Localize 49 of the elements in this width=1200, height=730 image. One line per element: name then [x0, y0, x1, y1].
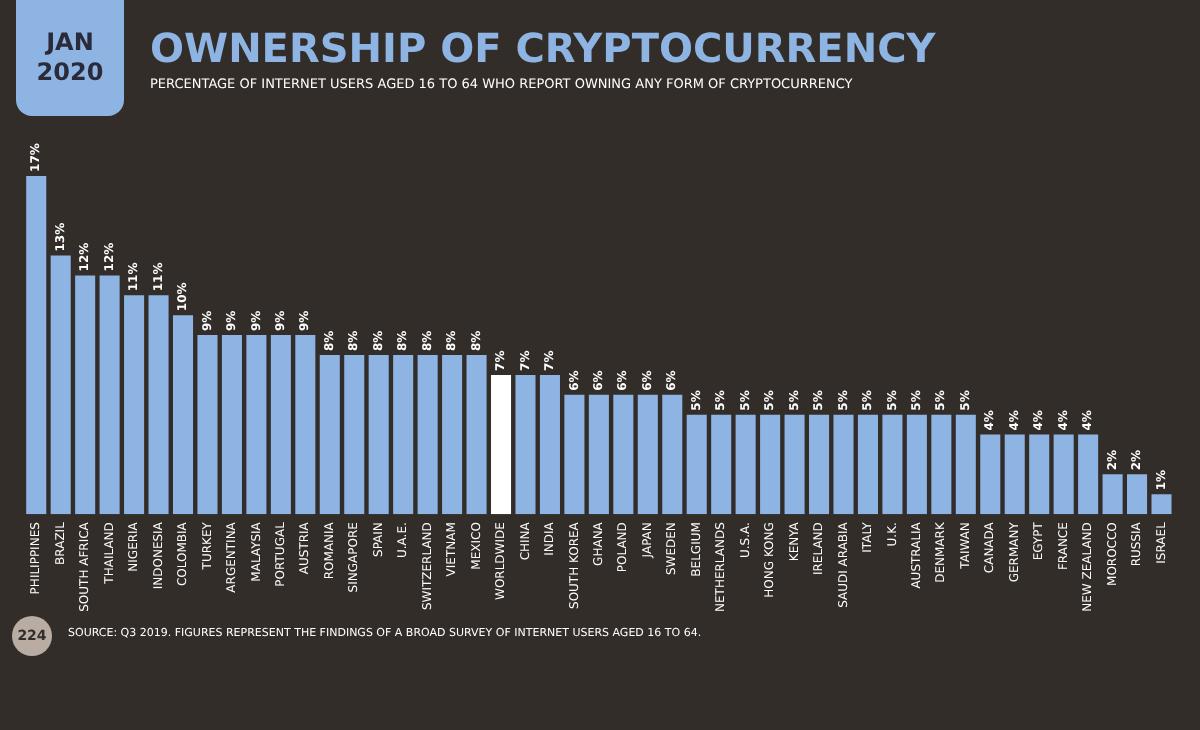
bar: [295, 335, 316, 515]
bar: [809, 414, 830, 515]
bar: [906, 414, 927, 515]
bar: [442, 354, 463, 515]
bar: [539, 374, 560, 515]
bar: [124, 295, 145, 515]
bar: [1004, 434, 1025, 515]
bar: [686, 414, 707, 515]
bar: [246, 335, 267, 515]
bar: [882, 414, 903, 515]
bar: [564, 394, 585, 515]
bar: [368, 354, 389, 515]
text: JAN 2020: [34, 28, 106, 88]
bar: [221, 335, 242, 515]
bar: [490, 374, 512, 515]
bar: [784, 414, 805, 515]
bar: [344, 354, 365, 515]
bar: [588, 394, 609, 515]
bar: [172, 315, 194, 515]
bar: [980, 434, 1001, 515]
bar: [197, 335, 218, 515]
bar: [955, 414, 976, 515]
bar: [1078, 434, 1099, 515]
bar: [319, 354, 340, 515]
bar: [270, 335, 291, 515]
bar: [26, 175, 47, 515]
bar: [1029, 434, 1050, 515]
bar: [857, 414, 878, 515]
bar: [99, 275, 120, 515]
bar: [515, 374, 536, 515]
bar: [931, 414, 952, 515]
bar: [735, 414, 756, 515]
bar: [662, 394, 683, 515]
bar: [711, 414, 732, 515]
bar: [50, 255, 71, 515]
bar: [613, 394, 634, 515]
bar: [417, 354, 438, 515]
bar: [760, 414, 781, 515]
bar: [148, 295, 169, 515]
bar: [833, 414, 854, 515]
bar: [466, 354, 487, 515]
bar: [75, 275, 96, 515]
bar: [1102, 474, 1123, 515]
bar: [393, 354, 414, 515]
chart-title: OWNERSHIP OF CRYPTOCURRENCY: [150, 24, 936, 72]
bar: [637, 394, 658, 515]
bar: [1053, 434, 1074, 515]
bar: [1127, 474, 1148, 515]
bar: [1151, 494, 1172, 515]
